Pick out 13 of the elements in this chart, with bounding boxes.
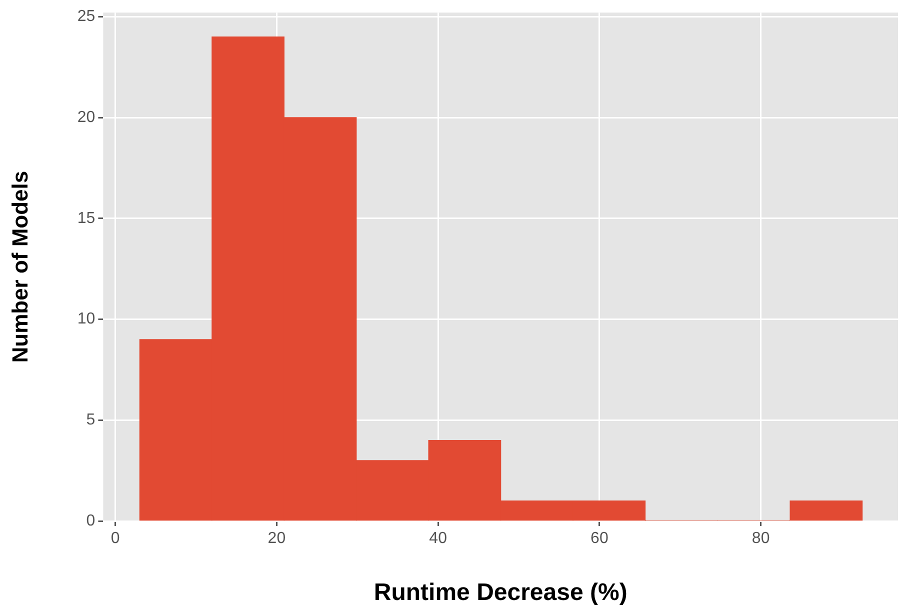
y-tick-label: 5 (86, 412, 96, 429)
y-tick-label: 10 (77, 310, 96, 328)
y-tick-label: 20 (77, 108, 96, 126)
x-tick-label: 20 (268, 530, 286, 548)
y-tick-label: 15 (77, 210, 96, 227)
y-axis-title: Number of Models (7, 170, 32, 363)
y-tick-label: 0 (86, 512, 96, 530)
x-tick-label: 60 (590, 530, 608, 548)
x-tick-label: 40 (429, 530, 448, 548)
x-axis-title: Runtime Decrease (%) (374, 579, 628, 606)
y-tick-label: 25 (77, 8, 96, 26)
x-tick-label: 0 (110, 530, 120, 548)
x-tick-label: 80 (752, 530, 770, 548)
